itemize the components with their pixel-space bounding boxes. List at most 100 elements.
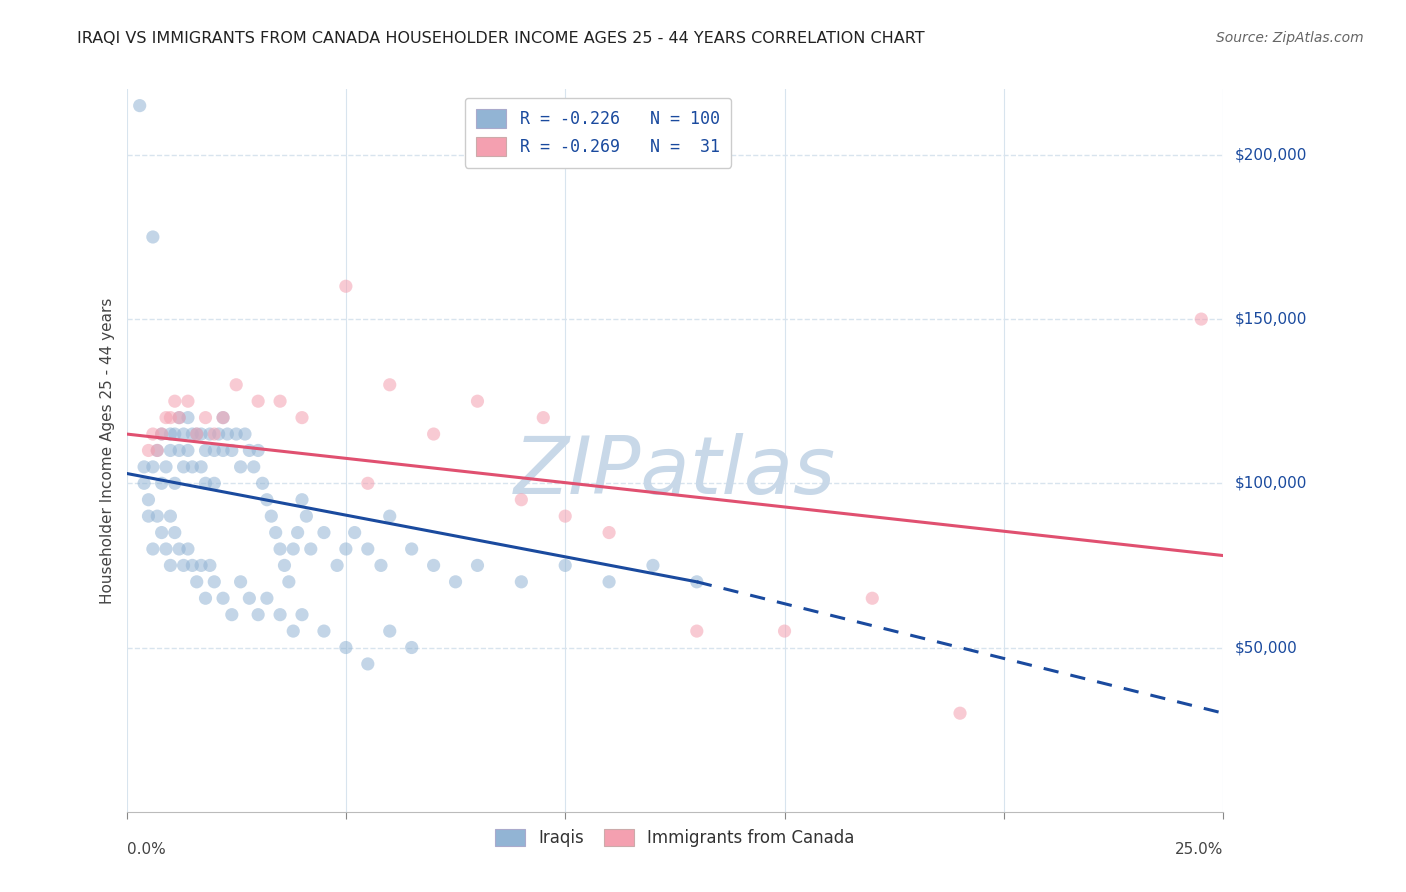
Point: [138, 443, 160, 458]
Point: [177, 410, 200, 425]
Point: [194, 410, 217, 425]
Legend: Iraqis, Immigrants from Canada: Iraqis, Immigrants from Canada: [488, 822, 862, 854]
Point: [554, 509, 576, 524]
Text: $100,000: $100,000: [1234, 475, 1306, 491]
Point: [202, 476, 225, 491]
Point: [181, 427, 204, 442]
Point: [194, 443, 217, 458]
Point: [163, 427, 186, 442]
Point: [142, 230, 165, 244]
Point: [467, 558, 489, 573]
Point: [641, 558, 664, 573]
Point: [247, 607, 270, 622]
Point: [256, 492, 278, 507]
Point: [181, 459, 204, 474]
Point: [173, 558, 195, 573]
Point: [132, 476, 155, 491]
Point: [159, 410, 181, 425]
Text: IRAQI VS IMMIGRANTS FROM CANADA HOUSEHOLDER INCOME AGES 25 - 44 YEARS CORRELATIO: IRAQI VS IMMIGRANTS FROM CANADA HOUSEHOL…: [77, 31, 925, 46]
Point: [167, 410, 190, 425]
Point: [264, 525, 287, 540]
Point: [142, 541, 165, 556]
Point: [343, 525, 366, 540]
Point: [467, 394, 489, 409]
Point: [142, 459, 165, 474]
Point: [217, 427, 239, 442]
Point: [378, 509, 401, 524]
Point: [554, 558, 576, 573]
Point: [238, 591, 260, 606]
Point: [159, 427, 181, 442]
Text: 0.0%: 0.0%: [127, 842, 166, 857]
Text: Source: ZipAtlas.com: Source: ZipAtlas.com: [1216, 31, 1364, 45]
Point: [198, 427, 221, 442]
Point: [401, 541, 423, 556]
Point: [167, 541, 190, 556]
Point: [422, 427, 444, 442]
Point: [260, 509, 283, 524]
Point: [295, 509, 318, 524]
Text: $50,000: $50,000: [1234, 640, 1298, 655]
Point: [194, 591, 217, 606]
Point: [163, 525, 186, 540]
Y-axis label: Householder Income Ages 25 - 44 years: Householder Income Ages 25 - 44 years: [100, 297, 115, 604]
Point: [269, 541, 291, 556]
Point: [212, 591, 235, 606]
Point: [198, 558, 221, 573]
Point: [155, 459, 177, 474]
Point: [150, 476, 173, 491]
Point: [291, 492, 314, 507]
Point: [378, 377, 401, 392]
Point: [173, 459, 195, 474]
Point: [202, 443, 225, 458]
Point: [186, 427, 208, 442]
Point: [167, 410, 190, 425]
Point: [194, 476, 217, 491]
Point: [155, 410, 177, 425]
Point: [159, 509, 181, 524]
Point: [269, 607, 291, 622]
Point: [163, 476, 186, 491]
Point: [269, 394, 291, 409]
Text: ZIPatlas: ZIPatlas: [513, 434, 837, 511]
Point: [138, 509, 160, 524]
Point: [132, 459, 155, 474]
Point: [186, 427, 208, 442]
Point: [212, 443, 235, 458]
Point: [181, 558, 204, 573]
Point: [150, 427, 173, 442]
Point: [773, 624, 796, 639]
Point: [686, 624, 709, 639]
Point: [291, 410, 314, 425]
Point: [422, 558, 444, 573]
Point: [155, 541, 177, 556]
Point: [186, 574, 208, 589]
Point: [177, 443, 200, 458]
Point: [128, 98, 150, 112]
Point: [159, 558, 181, 573]
Point: [401, 640, 423, 655]
Point: [221, 443, 243, 458]
Point: [146, 443, 169, 458]
Point: [173, 427, 195, 442]
Point: [598, 574, 620, 589]
Point: [291, 607, 314, 622]
Point: [283, 624, 305, 639]
Point: [146, 509, 169, 524]
Point: [686, 574, 709, 589]
Point: [1189, 312, 1212, 326]
Point: [247, 394, 270, 409]
Point: [335, 640, 357, 655]
Point: [138, 492, 160, 507]
Point: [247, 443, 270, 458]
Point: [378, 624, 401, 639]
Point: [177, 541, 200, 556]
Point: [167, 443, 190, 458]
Point: [510, 574, 533, 589]
Point: [357, 476, 380, 491]
Point: [202, 427, 225, 442]
Point: [256, 591, 278, 606]
Point: [202, 574, 225, 589]
Point: [190, 558, 212, 573]
Point: [335, 541, 357, 556]
